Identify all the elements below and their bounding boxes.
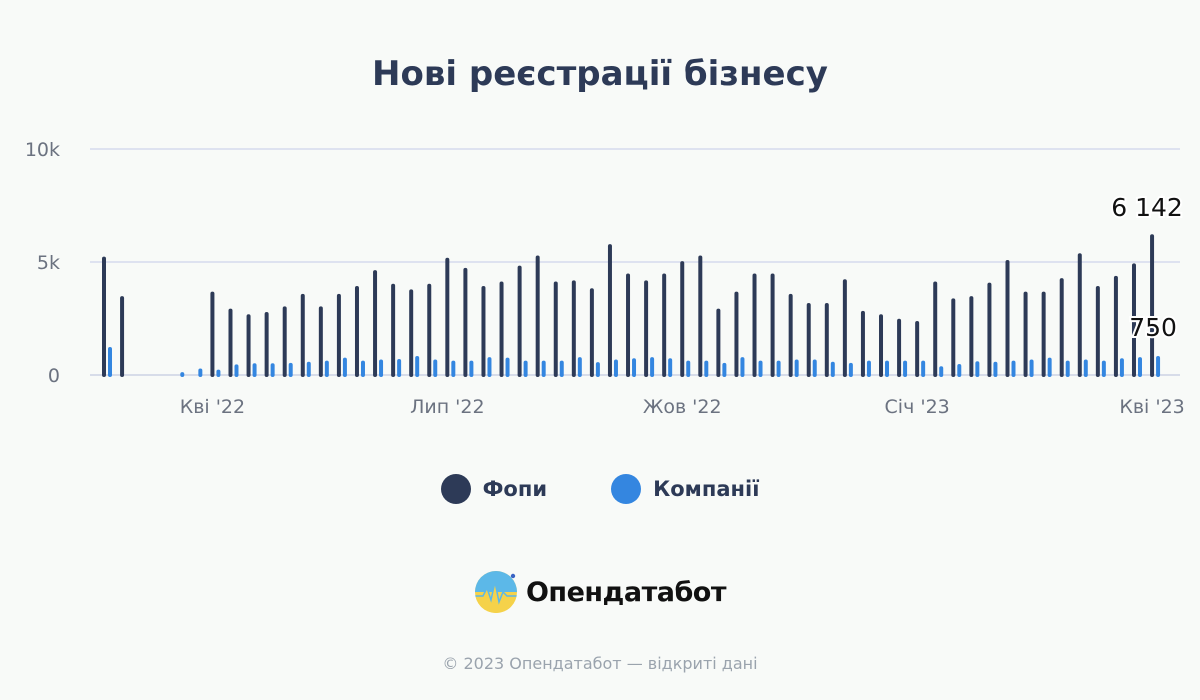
legend: Фопи Компанії	[0, 474, 1200, 504]
x-tick-label-0: Кві '22	[180, 396, 245, 418]
legend-marker-companies	[611, 474, 642, 504]
opendatabot-logo-icon	[474, 571, 517, 613]
y-tick-label-1: 5k	[37, 252, 60, 274]
data-label-1: 750	[1129, 313, 1177, 342]
y-tick-label-0: 0	[48, 365, 60, 387]
gridlines	[90, 148, 1180, 376]
brand-name: Опендатабот	[525, 576, 727, 608]
data-labels: 6 142 750	[1109, 191, 1185, 344]
footer-copyright: © 2023 Опендатабот — відкриті дані	[442, 654, 758, 673]
bars	[102, 234, 1161, 377]
x-tick-label-3: Січ '23	[885, 396, 950, 418]
x-tick-label-1: Лип '22	[410, 396, 485, 418]
legend-item-fopy[interactable]: Фопи	[440, 474, 548, 504]
brand[interactable]: Опендатабот	[0, 570, 1200, 614]
y-axis-ticks: 0 5k 10k	[25, 139, 60, 387]
x-tick-label-4: Кві '23	[1119, 396, 1184, 418]
x-axis-ticks: Кві '22 Лип '22 Жов '22 Січ '23 Кві '23	[180, 396, 1185, 418]
legend-item-companies[interactable]: Компанії	[611, 474, 759, 504]
chart-title: Нові реєстрації бізнесу	[372, 54, 828, 94]
x-tick-label-2: Жов '22	[643, 396, 722, 418]
y-tick-label-2: 10k	[25, 139, 60, 161]
legend-label-fopy: Фопи	[482, 477, 548, 501]
data-label-0: 6 142	[1111, 193, 1183, 222]
legend-label-companies: Компанії	[653, 477, 760, 501]
legend-marker-fopy	[440, 474, 471, 504]
